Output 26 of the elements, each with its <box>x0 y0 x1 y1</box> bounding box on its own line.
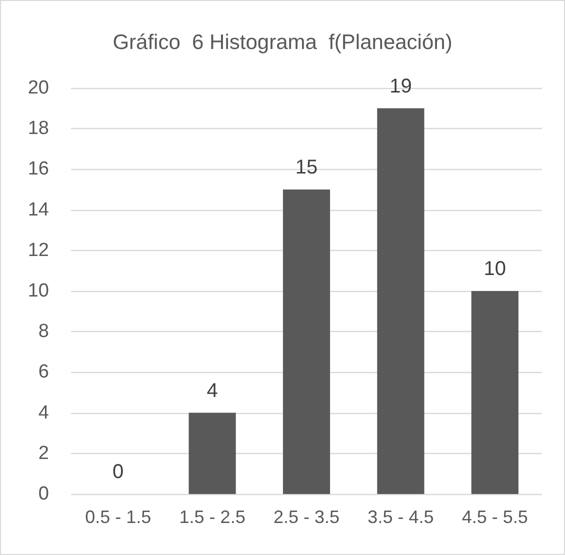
data-label: 10 <box>484 258 506 280</box>
y-tick-label: 16 <box>28 158 49 180</box>
data-label: 4 <box>206 380 218 402</box>
bar <box>377 108 424 494</box>
x-tick-label: 1.5 - 2.5 <box>179 507 246 527</box>
y-tick-label: 8 <box>38 321 49 342</box>
bar <box>188 412 236 494</box>
x-tick-label: 2.5 - 3.5 <box>273 507 340 527</box>
y-tick-label: 20 <box>28 78 49 98</box>
y-tick-label: 18 <box>28 118 49 140</box>
x-tick-label: 4.5 - 5.5 <box>462 507 528 527</box>
y-tick-label: 0 <box>38 484 49 504</box>
y-tick-label: 4 <box>38 402 50 424</box>
data-label: 0 <box>112 461 124 483</box>
y-tick-label: 2 <box>38 442 49 464</box>
chart-title: Gráfico 6 Histograma f(Planeación) <box>112 31 452 54</box>
data-label: 19 <box>390 75 412 98</box>
data-label: 15 <box>295 156 318 178</box>
y-tick-label: 10 <box>28 280 49 302</box>
y-tick-label: 6 <box>38 362 49 383</box>
bar <box>282 190 330 494</box>
x-tick-label: 3.5 - 4.5 <box>368 507 434 527</box>
x-tick-label: 0.5 - 1.5 <box>85 507 152 527</box>
bar <box>471 291 518 494</box>
y-tick-label: 14 <box>28 199 50 220</box>
y-tick-label: 12 <box>28 240 49 261</box>
